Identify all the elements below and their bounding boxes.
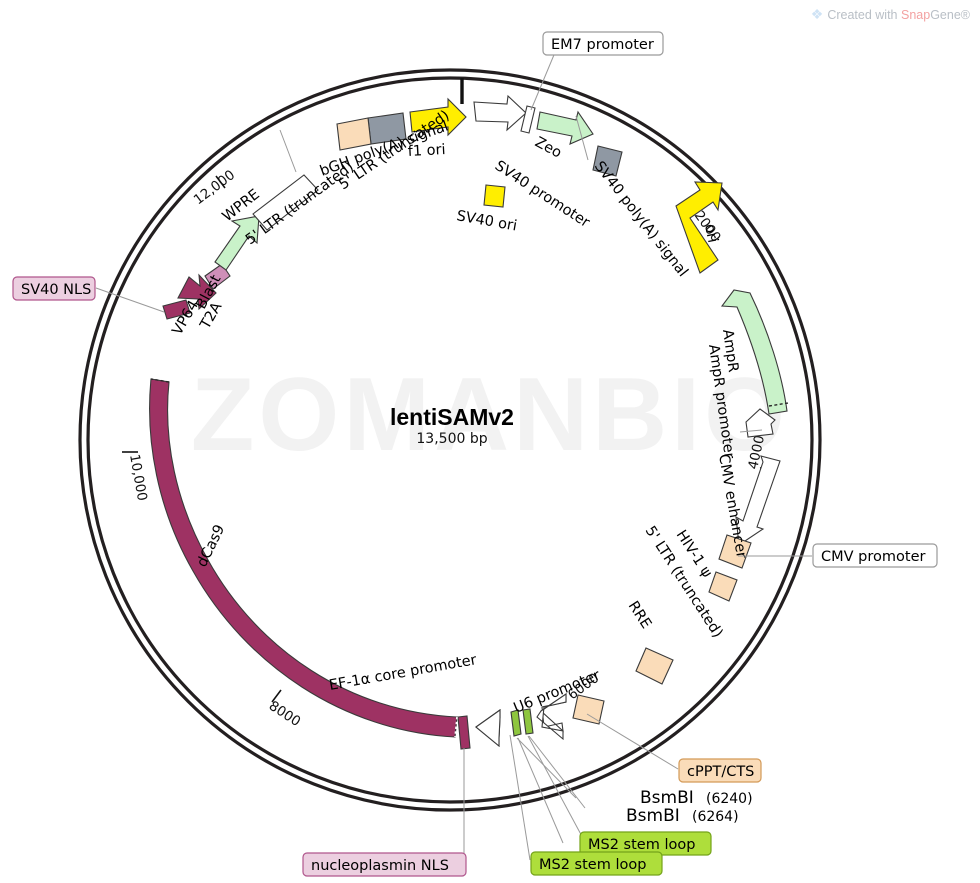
feature-cppt-cts[interactable] — [572, 694, 605, 725]
label-ampr: AmpR — [719, 328, 741, 373]
credit-brand-gene: Gene — [930, 8, 961, 22]
feature-vp64[interactable] — [177, 273, 217, 311]
callout-em7-promoter[interactable]: EM7 promoter — [542, 31, 664, 56]
enzyme-sites[interactable]: BsmBI (6240) BsmBI (6264) — [626, 788, 753, 826]
callout-nucleoplasmin-nls[interactable]: nucleoplasmin NLS — [302, 852, 467, 877]
snapgene-credit: ❖ Created with SnapGene® — [811, 6, 970, 23]
feature-t2a[interactable] — [204, 263, 231, 290]
callout-ms2-stem-loop-1[interactable]: MS2 stem loop — [579, 831, 712, 856]
feature-5ltr-truncated-top[interactable] — [336, 117, 372, 151]
tick-label-8000: 8000 — [266, 698, 304, 730]
enzyme-bsmbi-6264-name: BsmBI — [626, 806, 680, 826]
label-f1-ori: f1 ori — [407, 142, 446, 160]
snapgene-droplet-icon: ❖ — [810, 6, 824, 22]
callout-cmv-promoter[interactable]: CMV promoter — [812, 543, 938, 568]
label-sv40-polya-signal: SV40 poly(A) signal — [591, 159, 691, 280]
callout-sv40-nls[interactable]: SV40 NLS — [12, 276, 96, 301]
callout-cppt-cts-label: cPPT/CTS — [687, 764, 754, 780]
callout-em7-promoter-label: EM7 promoter — [551, 37, 654, 53]
feature-sv40-ori[interactable] — [483, 184, 506, 208]
callout-ms2-stem-loop-2-label: MS2 stem loop — [539, 857, 646, 873]
tick-label-10000: 10,000 — [126, 453, 150, 502]
label-sv40-ori: SV40 ori — [455, 208, 518, 234]
feature-hiv1-psi[interactable] — [708, 571, 738, 602]
leader-lines — [95, 49, 812, 861]
feature-ef1a-core-promoter[interactable] — [475, 708, 501, 748]
feature-f1-ori[interactable] — [409, 97, 467, 137]
feature-ampr[interactable] — [720, 289, 788, 415]
feature-rre[interactable] — [635, 647, 674, 685]
feature-cmv-promoter[interactable] — [718, 534, 752, 569]
callout-cppt-cts[interactable]: cPPT/CTS — [678, 758, 762, 783]
feature-ms2-stem-loop-1[interactable] — [510, 709, 522, 737]
callout-nucleoplasmin-nls-label: nucleoplasmin NLS — [311, 858, 449, 874]
callout-cmv-promoter-label: CMV promoter — [821, 549, 925, 565]
watermark: ZOMANBIO — [191, 357, 789, 473]
tick-label-12000: 12,000 — [191, 167, 238, 208]
feature-ms2-stem-loop-2[interactable] — [522, 708, 534, 735]
credit-suffix: ® — [960, 8, 970, 22]
enzyme-bsmbi-6240-name: BsmBI — [640, 788, 694, 808]
label-zeo: Zeo — [532, 134, 564, 161]
feature-nucleoplasmin-nls[interactable] — [457, 715, 471, 750]
feature-blast[interactable] — [214, 215, 260, 271]
label-5ltr-truncated-wpre: 5' LTR (truncated) — [243, 159, 357, 248]
plasmid-center-label: lentiSAMv2 13,500 bp — [390, 404, 514, 447]
callout-ms2-stem-loop-2[interactable]: MS2 stem loop — [530, 851, 663, 876]
credit-prefix: Created with — [827, 8, 901, 22]
feature-sv40-nls[interactable] — [162, 299, 191, 320]
plasmid-size: 13,500 bp — [416, 431, 487, 447]
label-ori: ori — [701, 223, 720, 245]
feature-sv40-polya-signal[interactable] — [592, 145, 623, 177]
feature-dcas9-divider-bottom — [454, 716, 458, 738]
label-ef1a-core-promoter: EF-1α core promoter — [328, 652, 478, 694]
callout-ms2-stem-loop-1-label: MS2 stem loop — [588, 837, 695, 853]
enzyme-bsmbi-6264-pos: (6264) — [692, 809, 739, 825]
credit-brand-snap: Snap — [900, 8, 931, 22]
feature-wpre[interactable] — [252, 174, 319, 231]
feature-u6-promoter-body[interactable] — [536, 692, 567, 741]
callout-sv40-nls-label: SV40 NLS — [21, 282, 91, 298]
plasmid-backbone — [78, 68, 822, 812]
feature-sv40-promoter[interactable] — [473, 94, 527, 132]
feature-ampr-promoter[interactable] — [745, 408, 776, 438]
plasmid-name: lentiSAMv2 — [390, 404, 514, 430]
label-rre: RRE — [625, 598, 654, 631]
enzyme-bsmbi-6240-pos: (6240) — [706, 791, 753, 807]
feature-ori[interactable] — [675, 181, 723, 274]
